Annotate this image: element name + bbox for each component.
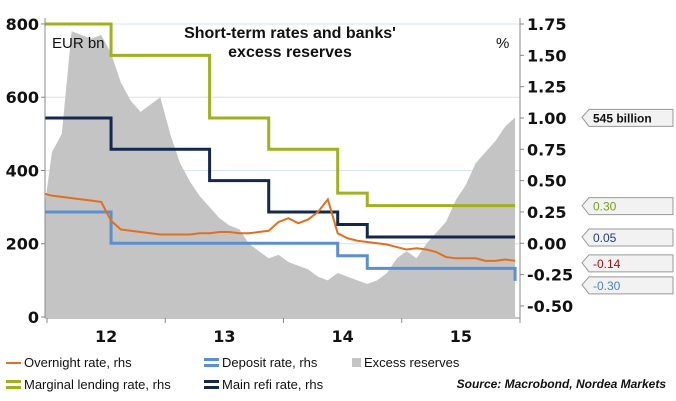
legend-item-refi: Main refi rate, rhs [204,377,323,392]
end-label-box [581,254,674,273]
x-tick-label: 15 [450,327,472,346]
end-label: -0.30 [593,279,621,293]
end-label: -0.14 [593,257,621,271]
legend-label: Excess reserves [364,355,460,370]
series-line-marginal-lending-rate [45,22,516,208]
legend-label: Overnight rate, rhs [24,355,132,370]
end-label: 0.05 [593,231,617,245]
legend-swatch [204,358,219,367]
right-tick-label: 1.25 [527,78,566,97]
end-label-box [581,108,674,127]
legend-item-marginal: Marginal lending rate, rhs [6,377,171,392]
end-label-box [581,276,674,295]
legend-swatch [6,361,21,364]
left-tick-label: 600 [6,88,39,107]
left-tick-label: 800 [6,15,39,34]
left-axis-unit: EUR bn [52,35,105,52]
right-tick-label: -0.50 [527,297,573,316]
x-tick-label: 14 [331,327,353,346]
series-line-main-refi-rate [45,116,516,239]
chart-title: Short-term rates and banks' [184,25,396,42]
left-tick-label: 400 [6,161,39,180]
legend-item-deposit: Deposit rate, rhs [204,355,317,370]
right-tick-label: 1.75 [527,15,566,34]
end-label-box [581,228,674,247]
legend-label: Main refi rate, rhs [222,377,324,392]
end-label-box [581,197,674,216]
left-tick-label: 0 [28,308,39,327]
left-tick-label: 200 [6,235,39,254]
chart-title: excess reserves [228,44,352,61]
end-label: 0.30 [593,200,617,214]
legend-label: Marginal lending rate, rhs [24,377,171,392]
legend-swatch [352,358,361,367]
x-tick-label: 13 [213,327,235,346]
right-axis-unit: % [496,35,509,52]
right-tick-label: 1.50 [527,46,566,65]
right-tick-label: 0.50 [527,172,566,191]
series-line-overnight-rate [45,192,516,262]
right-tick-label: -0.25 [527,266,573,285]
right-tick-label: 0.00 [527,234,566,253]
series-line-deposit-rate [45,210,517,281]
end-label: 545 billion [593,111,652,125]
excess-reserves-area [45,31,516,317]
legend-item-excess: Excess reserves [352,355,459,370]
legend-item-overnight: Overnight rate, rhs [6,355,132,370]
right-tick-label: 1.00 [527,109,566,128]
right-tick-label: 0.75 [527,140,566,159]
source-note: Source: Macrobond, Nordea Markets [456,377,666,391]
legend-swatch [204,380,219,389]
x-tick-label: 12 [95,327,117,346]
right-tick-label: 0.25 [527,203,566,222]
legend-label: Deposit rate, rhs [222,355,318,370]
legend-swatch [6,380,21,389]
